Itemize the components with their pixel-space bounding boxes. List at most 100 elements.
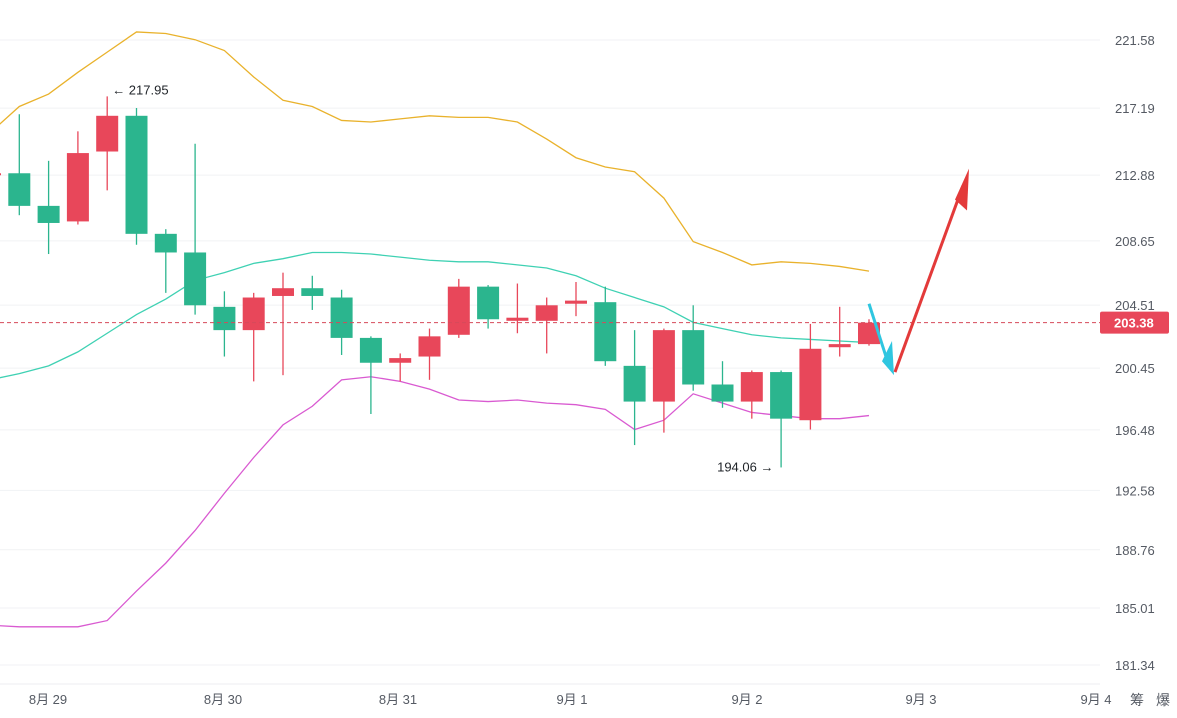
max-annotation: ← 217.95 [112, 82, 168, 97]
arrow-up [893, 168, 969, 373]
candle [330, 289, 353, 355]
candle [858, 319, 880, 346]
current-price-label-bg [1100, 311, 1169, 334]
candle-body [330, 297, 353, 338]
candle [418, 328, 441, 380]
candle [799, 323, 822, 430]
y-tick-label: 196.48 [1115, 423, 1155, 438]
candle-body [184, 252, 207, 306]
candle [0, 173, 1, 176]
candle-body [828, 344, 851, 348]
candle-body [0, 173, 1, 176]
candle-body [740, 372, 763, 402]
candle [535, 297, 558, 354]
x-tick-label: 8月 31 [379, 692, 417, 707]
lower-band-line [0, 376, 870, 628]
upper-band-line [0, 31, 870, 272]
candle [711, 361, 734, 408]
y-tick-label: 181.34 [1115, 658, 1155, 673]
candle [389, 353, 412, 382]
x-tick-label: 9月 3 [905, 692, 936, 707]
arrow-down [867, 303, 894, 376]
candle-body [125, 115, 148, 234]
candle [359, 336, 382, 415]
candle [506, 283, 529, 334]
candle-body [770, 372, 793, 419]
grid [0, 39, 1100, 666]
x-tick-label: 9月 4 [1080, 692, 1111, 707]
candle [125, 108, 148, 245]
candle-body [389, 358, 412, 363]
x-tick-label: 9月 2 [731, 692, 762, 707]
candle-body [652, 330, 675, 402]
y-tick-label: 208.65 [1115, 234, 1155, 249]
projection-arrows [867, 168, 969, 376]
x-tick-label: 9月 1 [556, 692, 587, 707]
candle-body [154, 233, 177, 253]
arrow-up-head [955, 168, 969, 211]
current-price-label: 203.38 [1100, 311, 1169, 334]
y-tick-label: 185.01 [1115, 601, 1155, 616]
candle [652, 328, 675, 433]
candle-body [858, 322, 880, 345]
candle [272, 272, 294, 376]
candle [301, 275, 324, 310]
candle [447, 278, 470, 338]
candle [8, 114, 31, 216]
candle-body [301, 288, 324, 296]
y-tick-label: 212.88 [1115, 168, 1155, 183]
candle-body [506, 317, 529, 321]
candle [213, 291, 236, 357]
candle-body [594, 302, 617, 362]
x-axis: 8月 29 8月 30 8月 31 9月 1 9月 2 9月 3 9月 4 [0, 683, 1112, 707]
candle [242, 292, 265, 382]
candle [682, 305, 705, 391]
arrow-down-head [882, 341, 894, 376]
annotations: ← 217.95 194.06 → [112, 82, 773, 474]
corner-button[interactable]: 爆 [1156, 692, 1170, 708]
y-tick-label: 204.51 [1115, 298, 1155, 313]
candle [66, 131, 89, 225]
y-tick-label: 192.58 [1115, 483, 1155, 498]
y-tick-label: 200.45 [1115, 361, 1155, 376]
candle [96, 96, 119, 191]
candle-body [623, 365, 646, 402]
candle [770, 370, 793, 468]
candle [477, 285, 500, 329]
candle [184, 143, 207, 315]
candle-body [8, 173, 31, 206]
candle [565, 281, 587, 317]
arrow-up-shaft [893, 185, 965, 373]
candle [740, 370, 763, 419]
x-tick-label: 8月 29 [29, 692, 67, 707]
candle-body [447, 286, 470, 335]
y-axis: 221.58 217.19 212.88 208.65 204.51 200.45 196.… [1115, 33, 1155, 673]
candle [594, 286, 617, 366]
current-price-value: 203.38 [1114, 316, 1154, 331]
corner-button[interactable]: 筹 [1130, 692, 1144, 708]
y-tick-label: 217.19 [1115, 101, 1155, 116]
min-annotation: 194.06 → [717, 459, 773, 474]
candle-body [66, 153, 89, 222]
candle-body [711, 384, 734, 402]
candles [0, 96, 880, 468]
candle-body [272, 288, 294, 296]
candle-body [565, 300, 587, 304]
candle [828, 306, 851, 357]
y-tick-label: 221.58 [1115, 33, 1155, 48]
candle [623, 330, 646, 446]
candle [154, 229, 177, 293]
candle [37, 160, 60, 255]
candle-body [213, 306, 236, 331]
candle-body [37, 205, 60, 223]
candle-body [535, 305, 558, 321]
corner-buttons[interactable]: 筹爆 [1130, 692, 1170, 708]
candle-body [477, 286, 500, 320]
middle-band-line [0, 251, 870, 379]
x-tick-label: 8月 30 [204, 692, 242, 707]
candle-body [799, 348, 822, 421]
candle-body [418, 336, 441, 357]
candle-body [359, 337, 382, 363]
candle-body [96, 115, 119, 152]
